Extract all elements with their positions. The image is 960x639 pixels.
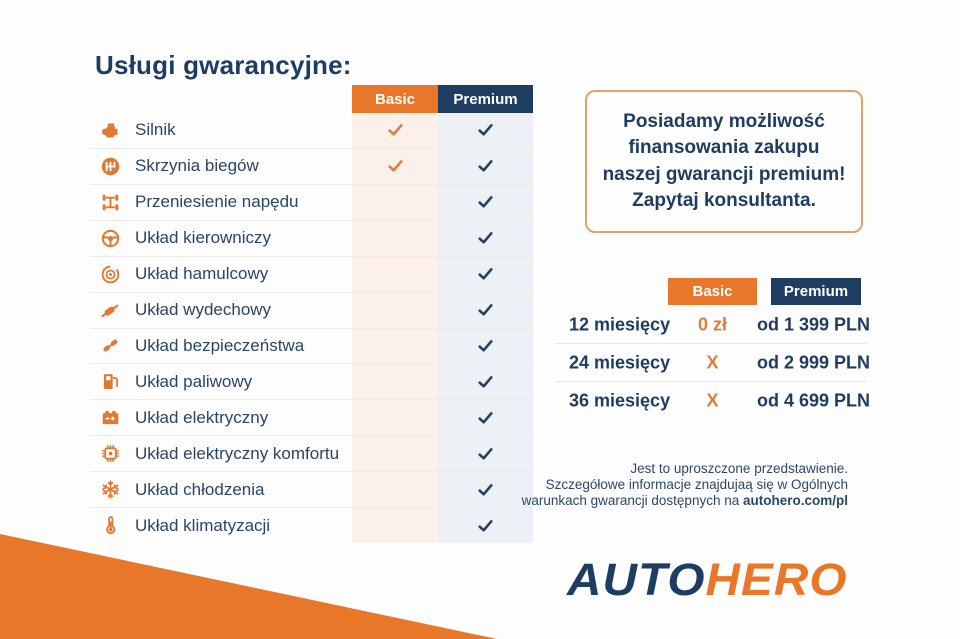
corner-triangle-decoration bbox=[0, 534, 497, 639]
financing-note-box: Posiadamy możliwość finansowania zakupu … bbox=[585, 90, 863, 233]
service-label: Przeniesienie napędu bbox=[135, 192, 299, 212]
pricing-term: 24 miesięcy bbox=[569, 352, 671, 372]
brake-disc-icon bbox=[98, 262, 122, 286]
table-row: Układ wydechowy bbox=[90, 291, 533, 328]
steering-wheel-icon bbox=[98, 226, 122, 250]
service-label: Układ elektryczny komfortu bbox=[135, 443, 340, 463]
basic-column-header: Basic bbox=[352, 85, 438, 113]
pricing-table: Basic Premium 12 miesięcy 0 zł od 1 399 PL… bbox=[555, 278, 871, 424]
pricing-premium-value: od 2 999 PLN bbox=[757, 352, 871, 372]
pricing-term: 36 miesięcy bbox=[569, 390, 671, 411]
pricing-row: 12 miesięcy 0 zł od 1 399 PLN bbox=[555, 306, 871, 344]
pricing-premium-value: od 4 699 PLN bbox=[757, 390, 871, 411]
check-icon bbox=[478, 268, 493, 280]
premium-cell bbox=[438, 337, 533, 354]
premium-cell bbox=[438, 230, 533, 247]
logo-auto-text: AUTO bbox=[567, 554, 706, 605]
engine-icon bbox=[98, 118, 122, 142]
page-title: Usługi gwarancyjne: bbox=[95, 50, 352, 80]
table-row: Skrzynia biegów bbox=[90, 147, 533, 184]
premium-column-header: Premium bbox=[438, 85, 533, 113]
table-row: Układ elektryczny komfortu bbox=[90, 435, 533, 471]
basic-cell bbox=[352, 158, 438, 175]
check-icon bbox=[387, 160, 403, 172]
check-icon bbox=[478, 375, 493, 388]
basic-cell bbox=[352, 122, 438, 139]
table-row: Układ kierowniczy bbox=[90, 219, 533, 256]
pricing-premium-header: Premium bbox=[771, 278, 861, 305]
service-label: Układ klimatyzacji bbox=[135, 515, 271, 535]
pricing-basic-value: X bbox=[706, 390, 719, 411]
service-label: Układ kierowniczy bbox=[135, 228, 272, 248]
warranty-rows: Silnik Skrzynia biegów Przeniesienie napęd… bbox=[90, 113, 533, 543]
check-icon bbox=[478, 519, 493, 532]
pricing-term: 12 miesięcy bbox=[569, 314, 671, 334]
battery-icon bbox=[98, 406, 122, 430]
service-label: Układ wydechowy bbox=[135, 300, 272, 320]
logo-hero-text: HERO bbox=[705, 554, 848, 605]
service-label: Układ bezpieczeństwa bbox=[135, 335, 305, 355]
table-row: Układ klimatyzacji bbox=[90, 507, 533, 543]
table-row: Układ chłodzenia bbox=[90, 471, 533, 507]
check-icon bbox=[478, 411, 493, 424]
check-icon bbox=[478, 232, 493, 244]
footer-line-3: warunkach gwarancji dostępnych na autohe… bbox=[458, 493, 848, 509]
autohero-url-link[interactable]: autohero.com/pl bbox=[742, 492, 848, 508]
pricing-premium-value: od 1 399 PLN bbox=[757, 314, 871, 334]
snowflake-icon bbox=[98, 478, 122, 502]
service-label: Układ hamulcowy bbox=[135, 264, 269, 284]
fuel-pump-icon bbox=[98, 370, 122, 394]
pricing-basic-header: Basic bbox=[668, 278, 757, 305]
pricing-basic-value: X bbox=[706, 352, 719, 372]
premium-cell bbox=[438, 158, 533, 175]
service-label: Układ chłodzenia bbox=[135, 479, 265, 499]
check-icon bbox=[478, 124, 493, 136]
table-row: Silnik bbox=[90, 113, 533, 148]
premium-cell bbox=[438, 517, 533, 534]
premium-cell bbox=[438, 302, 533, 319]
service-label: Układ paliwowy bbox=[135, 371, 253, 391]
premium-cell bbox=[438, 481, 533, 498]
premium-cell bbox=[438, 409, 533, 426]
seatbelt-icon bbox=[98, 334, 122, 358]
footer-line-2: Szczegółowe informacje znajdujaą się w O… bbox=[545, 476, 848, 492]
table-row: Układ elektryczny bbox=[90, 399, 533, 435]
warranty-table: Basic Premium Silnik Skrzynia biegów Przen… bbox=[90, 85, 533, 543]
table-row: Układ paliwowy bbox=[90, 363, 533, 399]
premium-cell bbox=[438, 266, 533, 283]
premium-cell bbox=[438, 122, 533, 139]
premium-cell bbox=[438, 445, 533, 462]
service-label: Skrzynia biegów bbox=[135, 156, 259, 176]
check-icon bbox=[478, 304, 493, 316]
check-icon bbox=[478, 196, 493, 208]
exhaust-icon bbox=[98, 298, 122, 322]
check-icon bbox=[478, 447, 493, 460]
service-label: Silnik bbox=[135, 120, 176, 140]
check-icon bbox=[478, 340, 493, 352]
drivetrain-icon bbox=[98, 190, 122, 214]
premium-cell bbox=[438, 194, 533, 211]
footer-line-3-text: warunkach gwarancji dostępnych na bbox=[521, 492, 743, 508]
autohero-logo: AUTOHERO bbox=[567, 554, 848, 606]
footer-disclaimer: Jest to uproszczone przedstawienie. Szcz… bbox=[458, 461, 848, 508]
footer-line-1: Jest to uproszczone przedstawienie. bbox=[630, 461, 848, 476]
gearbox-icon bbox=[98, 154, 122, 178]
check-icon bbox=[387, 124, 403, 136]
check-icon bbox=[478, 483, 493, 496]
service-label: Układ elektryczny bbox=[135, 407, 269, 427]
premium-cell bbox=[438, 373, 533, 390]
table-row: Przeniesienie napędu bbox=[90, 183, 533, 220]
chip-icon bbox=[98, 442, 122, 466]
pricing-basic-value: 0 zł bbox=[697, 314, 727, 334]
table-row: Układ bezpieczeństwa bbox=[90, 327, 533, 364]
check-icon bbox=[478, 160, 493, 172]
thermometer-icon bbox=[98, 514, 122, 538]
table-row: Układ hamulcowy bbox=[90, 255, 533, 292]
